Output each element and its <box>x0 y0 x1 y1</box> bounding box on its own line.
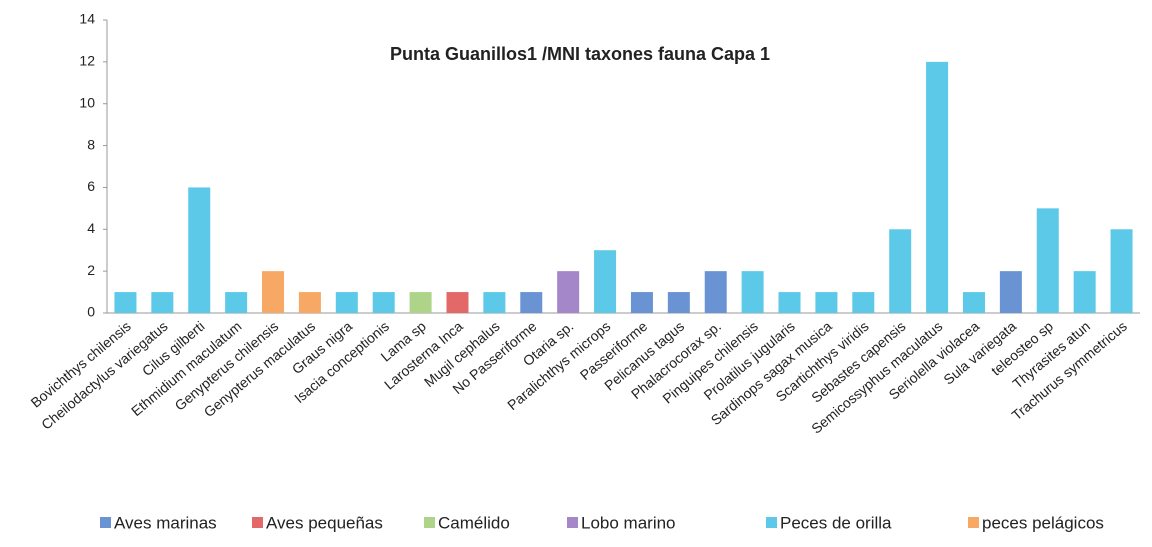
legend-label: peces pelágicos <box>982 513 1104 532</box>
bar <box>741 271 764 313</box>
bar <box>262 271 285 313</box>
y-tick-label: 12 <box>79 53 95 69</box>
y-tick-label: 14 <box>79 11 95 27</box>
legend-label: Camélido <box>438 513 510 532</box>
bar <box>667 292 690 313</box>
bar <box>298 292 321 313</box>
bar <box>889 229 912 313</box>
legend-swatch <box>100 517 111 528</box>
bar <box>225 292 248 313</box>
legend-label: Aves pequeñas <box>266 513 383 532</box>
bar <box>409 292 432 313</box>
legend-label: Peces de orilla <box>780 513 892 532</box>
bar <box>446 292 469 313</box>
bar <box>704 271 727 313</box>
bar <box>815 292 838 313</box>
legend-swatch <box>968 517 979 528</box>
bar <box>778 292 801 313</box>
bar <box>372 292 395 313</box>
bar <box>335 292 358 313</box>
chart-title: Punta Guanillos1 /MNI taxones fauna Capa… <box>390 44 770 64</box>
bar <box>999 271 1022 313</box>
legend-label: Lobo marino <box>581 513 676 532</box>
bar <box>594 250 617 313</box>
legend-label: Aves marinas <box>114 513 217 532</box>
y-tick-label: 0 <box>87 304 95 320</box>
bar <box>114 292 137 313</box>
bar <box>1110 229 1133 313</box>
legend-swatch <box>424 517 435 528</box>
bar <box>962 292 985 313</box>
bar <box>926 61 949 313</box>
y-tick-label: 2 <box>87 262 95 278</box>
bar <box>188 187 211 313</box>
legend-swatch <box>766 517 777 528</box>
y-tick-label: 6 <box>87 178 95 194</box>
legend-swatch <box>567 517 578 528</box>
y-tick-label: 10 <box>79 94 95 110</box>
bar <box>630 292 653 313</box>
bar <box>151 292 174 313</box>
legend-swatch <box>252 517 263 528</box>
y-tick-label: 8 <box>87 136 95 152</box>
bar <box>1073 271 1096 313</box>
bar <box>483 292 506 313</box>
bar <box>1036 208 1059 313</box>
bar <box>557 271 580 313</box>
bar <box>852 292 875 313</box>
y-tick-label: 4 <box>87 220 95 236</box>
bar <box>520 292 543 313</box>
